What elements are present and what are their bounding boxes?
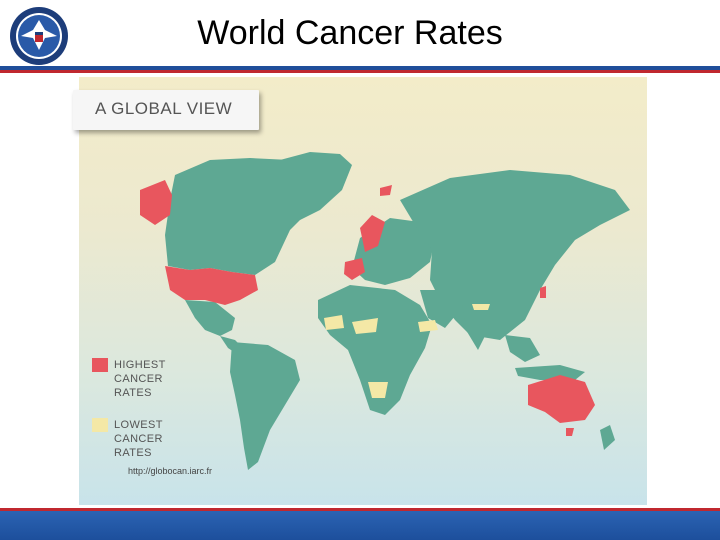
footer-rule-red	[0, 508, 720, 511]
legend-label-highest: HIGHEST CANCER RATES	[114, 358, 166, 400]
highest-rate-countries	[140, 180, 595, 436]
legend-swatch-lowest	[92, 418, 108, 432]
mexico	[185, 300, 235, 336]
southeast-asia	[505, 335, 540, 362]
legend-swatch-highest	[92, 358, 108, 372]
greenland	[280, 152, 352, 220]
scandinavia	[360, 215, 385, 252]
source-url: http://globocan.iarc.fr	[128, 466, 213, 476]
alaska	[140, 180, 172, 225]
russia-asia	[400, 170, 630, 340]
header-rule-blue	[0, 66, 720, 70]
slide-header: World Cancer Rates	[0, 0, 720, 66]
africa	[318, 285, 432, 415]
legend-lowest-line-2: CANCER	[114, 433, 163, 445]
footer-bar	[0, 511, 720, 540]
legend-label-lowest: LOWEST CANCER RATES	[114, 418, 163, 460]
central-asia-low	[472, 304, 490, 310]
australia	[528, 375, 595, 423]
svalbard	[380, 185, 392, 196]
legend-highest-line-2: CANCER	[114, 373, 163, 385]
west-africa	[324, 315, 344, 330]
lowest-rate-countries	[324, 304, 490, 398]
legend-highest-line-3: RATES	[114, 387, 152, 399]
tasmania	[566, 428, 574, 436]
korea	[540, 286, 546, 298]
va-seal-logo	[10, 7, 68, 65]
sahel	[352, 318, 378, 334]
banner-label: A GLOBAL VIEW	[95, 99, 233, 118]
legend-lowest-line-1: LOWEST	[114, 419, 163, 431]
india	[462, 305, 490, 350]
slide-title: World Cancer Rates	[197, 14, 503, 52]
southern-africa	[368, 382, 388, 398]
middle-east	[420, 290, 460, 328]
header-rule-red	[0, 70, 720, 73]
south-america	[230, 342, 300, 470]
horn-of-africa	[418, 320, 438, 332]
legend-highest-line-1: HIGHEST	[114, 359, 166, 371]
western-europe	[344, 258, 365, 280]
global-view-banner: A GLOBAL VIEW	[73, 90, 259, 130]
indonesia	[515, 365, 585, 380]
new-zealand	[600, 425, 615, 450]
landmasses-green	[165, 152, 630, 470]
legend-lowest-line-3: RATES	[114, 447, 152, 459]
usa	[165, 266, 258, 305]
